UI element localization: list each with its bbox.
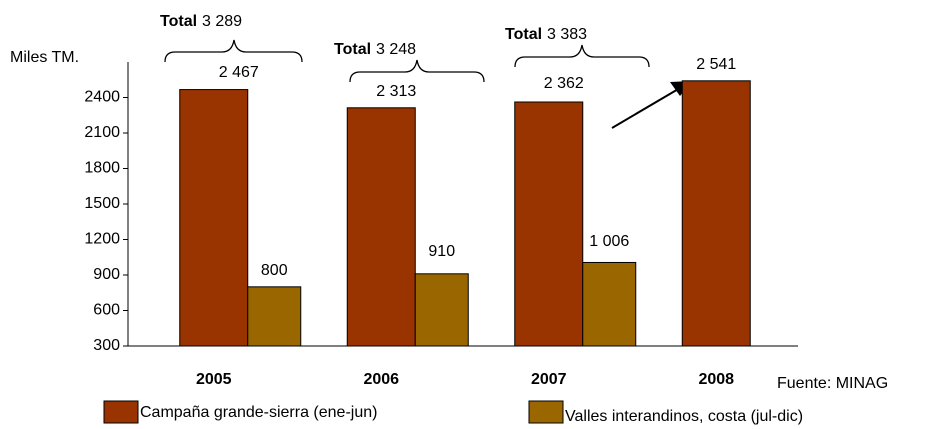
annotation: Total 3 289	[160, 13, 242, 30]
value-label: 800	[261, 262, 288, 279]
value-label: 2 467	[219, 64, 259, 81]
y-tick-label: 2400	[84, 89, 120, 106]
bar	[247, 286, 302, 347]
y-tick-label: 2100	[84, 124, 120, 141]
y-tick-label: 300	[93, 337, 120, 354]
y-tick-label: 900	[93, 266, 120, 283]
value-label: 2 313	[376, 83, 416, 100]
arrow	[611, 87, 681, 129]
annotation: Total 3 383	[505, 26, 587, 43]
x-tick-label: 2008	[698, 371, 734, 388]
annotation-value: 3 248	[376, 41, 416, 58]
value-label: 1 006	[589, 233, 629, 250]
legend-label: Valles interandinos, costa (jul-dic)	[565, 408, 803, 425]
y-tick-label: 1200	[84, 231, 120, 248]
brace	[514, 44, 650, 68]
bar	[681, 80, 751, 347]
source: Fuente: MINAG	[777, 375, 888, 392]
legend-swatch	[103, 400, 139, 424]
value-label: 2 362	[544, 75, 584, 92]
annotation-value: 3 383	[547, 26, 587, 43]
annotation: Total 3 248	[334, 41, 416, 58]
legend-label: Campaña grande-sierra (ene-jun)	[140, 404, 377, 421]
annotation-bold: Total	[334, 41, 371, 58]
x-tick-label: 2005	[196, 371, 232, 388]
y-axis-label: Miles TM.	[10, 49, 79, 66]
y-tick-label: 1800	[84, 160, 120, 177]
bar	[179, 89, 249, 347]
value-label: 2 541	[696, 56, 736, 73]
x-tick-label: 2006	[363, 371, 399, 388]
bar	[582, 261, 637, 347]
legend-swatch	[528, 400, 564, 424]
y-tick-label: 1500	[84, 195, 120, 212]
annotation-value: 3 289	[202, 13, 242, 30]
brace	[164, 39, 303, 63]
brace	[349, 59, 485, 83]
x-tick-label: 2007	[531, 371, 567, 388]
annotation-bold: Total	[505, 26, 542, 43]
value-label: 910	[428, 243, 455, 260]
bar	[346, 107, 416, 347]
y-tick-label: 600	[93, 302, 120, 319]
annotation-bold: Total	[160, 13, 197, 30]
bar	[514, 101, 584, 347]
bar	[414, 273, 469, 347]
